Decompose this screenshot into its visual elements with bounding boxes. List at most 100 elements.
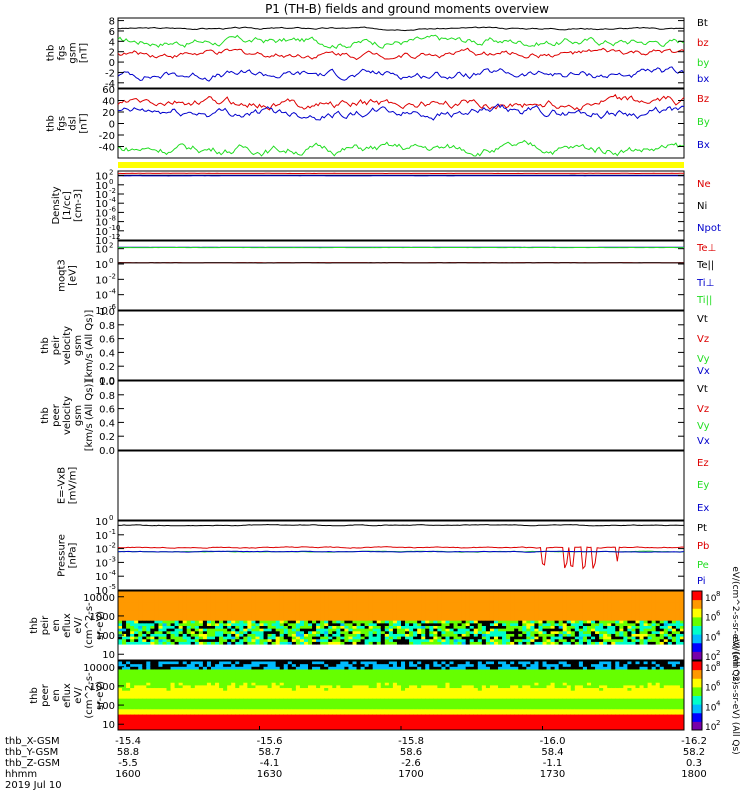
y-tick-exponent: -6 <box>109 205 117 213</box>
y-tick-label: 10 <box>95 199 108 210</box>
y-tick-label: 40 <box>102 97 115 108</box>
x-tick-value: 58.2 <box>683 747 705 758</box>
y-axis-label: peer <box>40 683 51 707</box>
colorbar-segment <box>692 616 702 626</box>
legend-Ti⊥: Ti⊥ <box>696 278 714 289</box>
y-axis-label: [1/cc] <box>62 191 73 220</box>
y-tick-label: 0.2 <box>99 432 115 443</box>
y-tick-label: 0.2 <box>99 362 115 373</box>
panel-frame <box>117 520 685 591</box>
y-tick-exponent: -10 <box>109 224 120 232</box>
colorbar-label: 10 <box>705 664 717 674</box>
x-tick-value: -16.2 <box>681 736 707 747</box>
yellow-flag-bar <box>118 162 684 168</box>
y-tick-exponent: -2 <box>109 542 116 550</box>
x-axis-labels: -15.458.8-5.51600-15.658.7-4.11630-15.85… <box>5 726 707 791</box>
x-axis-row-label: hhmm <box>5 769 37 780</box>
colorbar-exponent: 4 <box>716 699 721 707</box>
y-tick-label: 0.4 <box>99 418 115 429</box>
series-line-bz <box>117 47 685 61</box>
series-line-Pt <box>117 523 684 527</box>
y-axis-label: gsm <box>68 42 79 63</box>
series-line-Bt <box>117 26 684 32</box>
y-tick-exponent: 2 <box>109 169 113 177</box>
colorbar-label: 10 <box>705 633 717 643</box>
panel-efield: E=-VxB [mV/m] Ez Ey Ex <box>57 450 709 521</box>
x-tick-value: -4.1 <box>260 758 280 769</box>
series-line-Bz <box>117 93 685 111</box>
colorbar-title: eV/(cm^2-s-sr-eV) (All Qs) <box>730 566 740 684</box>
y-axis-label: en <box>51 619 62 632</box>
x-tick-value: -15.8 <box>398 736 424 747</box>
panel-frame <box>117 310 685 381</box>
y-axis-label: thb <box>46 45 57 62</box>
panel-peer_velocity: 0.0 0.2 0.4 0.6 0.8 1.0 thb peer velocity gsm [km/… <box>40 377 710 457</box>
panel-frame <box>117 380 685 451</box>
colorbar-label: 10 <box>705 684 717 694</box>
y-tick-exponent: -4 <box>109 288 117 296</box>
colorbar-segment <box>692 651 702 661</box>
colorbar-exponent: 2 <box>716 719 720 727</box>
y-tick-exponent: 0 <box>109 257 113 265</box>
colorbar-label: 10 <box>705 594 717 604</box>
y-axis-label: thb <box>29 687 40 704</box>
y-tick-label: 10 <box>95 586 108 597</box>
y-axis-label: eflux <box>62 613 73 638</box>
legend-Pt: Pt <box>697 523 707 534</box>
y-axis-label: eflux <box>62 683 73 708</box>
y-axis-label: thb <box>29 617 40 634</box>
y-axis-label: peer <box>51 403 62 427</box>
y-axis-label: (cm^2-s- <box>84 672 95 719</box>
colorbar-label: 10 <box>705 703 717 713</box>
y-tick-label: 0.6 <box>99 405 115 416</box>
y-tick-label: 0 <box>109 120 115 131</box>
y-tick-exponent: 0 <box>109 514 113 522</box>
y-tick-label: 10 <box>95 208 108 219</box>
colorbar-segment <box>692 661 702 671</box>
y-tick-exponent: 0 <box>109 178 113 186</box>
colorbar-label: 10 <box>705 723 717 733</box>
y-tick-label: 10 <box>95 531 108 542</box>
legend-Bx: Bx <box>697 140 710 151</box>
x-tick-value: 58.4 <box>541 747 563 758</box>
x-tick-value: 58.6 <box>400 747 422 758</box>
legend-Ni: Ni <box>697 201 707 212</box>
colorbar-segment <box>692 721 702 731</box>
y-tick-label: 8 <box>109 17 115 28</box>
colorbar-exponent: 6 <box>716 610 721 618</box>
series-line-By <box>117 139 685 157</box>
legend-Ey: Ey <box>697 480 709 491</box>
legend-Vz: Vz <box>697 404 709 415</box>
y-tick-label: 10 <box>95 181 108 192</box>
y-axis-label: [cm-3] <box>73 189 84 222</box>
series-line-Pi <box>117 550 685 553</box>
y-tick-exponent: 2 <box>109 242 113 250</box>
legend-Pe: Pe <box>697 560 709 571</box>
y-axis-label: [eV] <box>68 265 79 286</box>
y-tick-label: 10 <box>95 236 108 247</box>
y-tick-exponent: -2 <box>109 272 116 280</box>
y-tick-label: 10 <box>95 572 108 583</box>
colorbar-segment <box>692 712 702 722</box>
y-tick-label: -4 <box>105 79 115 90</box>
y-axis-label: thb <box>46 115 57 132</box>
x-tick-value: -5.5 <box>118 758 138 769</box>
y-tick-label: 6 <box>109 27 115 38</box>
y-axis-label: sr-eV) <box>95 611 106 640</box>
y-axis-label: eV/ <box>73 687 84 704</box>
x-tick-value: 1630 <box>257 769 282 780</box>
y-tick-label: 10 <box>95 190 108 201</box>
y-tick-label: 1000 <box>90 682 115 693</box>
legend-Ez: Ez <box>697 458 709 469</box>
legend-Vt: Vt <box>697 384 708 395</box>
y-tick-label: 10 <box>95 517 108 528</box>
panel-frame <box>117 170 685 241</box>
legend-Pi: Pi <box>697 576 706 587</box>
colorbar-segment <box>692 678 702 688</box>
colorbar-exponent: 4 <box>716 629 721 637</box>
y-axis-label: [mV/m] <box>68 467 79 505</box>
